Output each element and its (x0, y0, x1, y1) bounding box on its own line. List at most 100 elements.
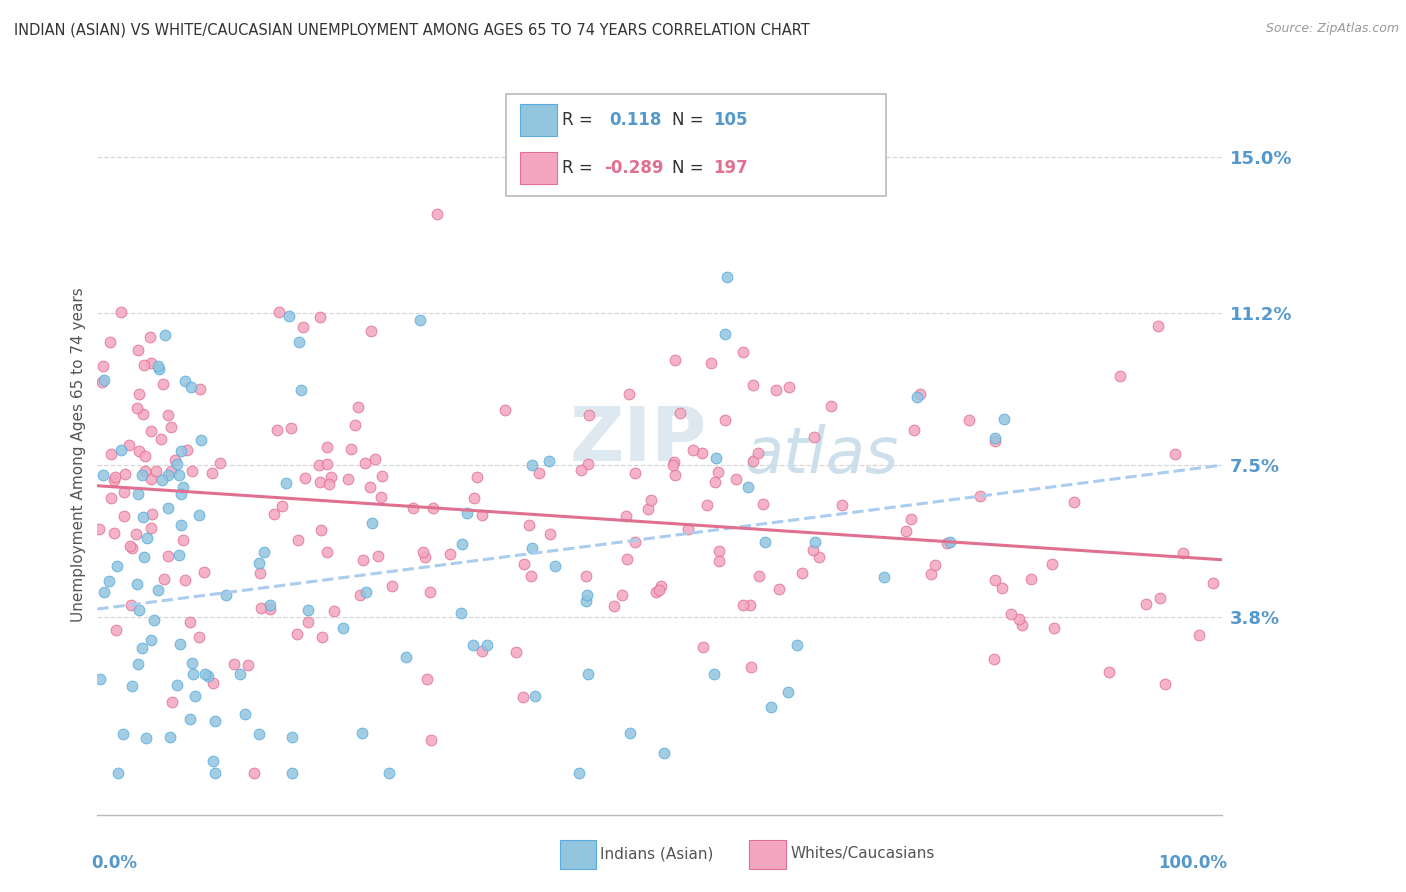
Point (1135, 597, 1157, 611)
Point (263, 507, 285, 521)
Point (413, 549, 436, 564)
Point (209, 456, 232, 470)
Point (145, 464, 167, 478)
Text: INDIAN (ASIAN) VS WHITE/CAUCASIAN UNEMPLOYMENT AMONG AGES 65 TO 74 YEARS CORRELA: INDIAN (ASIAN) VS WHITE/CAUCASIAN UNEMPL… (14, 22, 810, 37)
Point (513, 557, 536, 571)
Text: 100.0%: 100.0% (1159, 855, 1227, 872)
Point (381, 579, 404, 593)
Point (690, 446, 713, 460)
Point (1154, 677, 1177, 691)
Point (703, 475, 725, 489)
Point (247, 727, 270, 741)
Point (776, 685, 799, 699)
Point (172, 479, 194, 493)
Point (315, 457, 337, 471)
Point (576, 667, 599, 681)
Point (361, 516, 384, 531)
Text: -0.289: -0.289 (605, 159, 664, 177)
Point (801, 543, 824, 558)
Point (350, 726, 373, 740)
Point (156, 468, 179, 483)
Point (370, 490, 392, 504)
Point (170, 443, 193, 458)
Point (401, 500, 423, 515)
Point (132, 358, 155, 372)
Point (179, 712, 201, 726)
Point (378, 766, 401, 780)
Point (465, 470, 488, 484)
Point (412, 544, 434, 558)
Point (93, 584, 115, 599)
Point (98, 335, 121, 350)
Point (156, 500, 179, 515)
Point (332, 621, 354, 635)
Point (153, 573, 176, 587)
Text: R =: R = (562, 112, 599, 129)
Point (128, 603, 150, 617)
Point (520, 541, 543, 556)
Point (935, 536, 957, 550)
Point (1171, 545, 1194, 559)
Point (280, 421, 302, 435)
Point (709, 544, 731, 558)
Point (201, 675, 224, 690)
Point (180, 380, 202, 394)
Point (619, 726, 641, 740)
Point (477, 638, 499, 652)
Point (463, 491, 485, 505)
Point (907, 390, 929, 404)
Point (141, 424, 163, 438)
Point (352, 553, 374, 567)
Point (184, 689, 207, 703)
Point (602, 599, 624, 613)
Point (311, 631, 333, 645)
Point (167, 467, 190, 482)
Point (537, 454, 560, 468)
Point (571, 463, 593, 477)
Point (159, 464, 181, 478)
Point (740, 659, 762, 673)
Point (768, 582, 790, 597)
Point (544, 559, 567, 574)
Point (105, 623, 128, 637)
Point (725, 472, 748, 486)
Point (309, 310, 332, 325)
Point (1164, 447, 1187, 461)
Point (347, 400, 370, 414)
Point (118, 438, 141, 452)
Point (803, 430, 825, 444)
Point (519, 568, 541, 582)
Point (110, 305, 132, 319)
Point (340, 442, 363, 457)
Point (188, 508, 211, 522)
Point (652, 746, 675, 760)
Point (624, 467, 647, 481)
Point (343, 418, 366, 433)
Point (132, 407, 155, 421)
Point (364, 451, 387, 466)
Point (93, 373, 115, 387)
Point (900, 511, 922, 525)
Point (572, 158, 595, 172)
Point (1011, 618, 1033, 632)
Point (778, 380, 800, 394)
Point (125, 401, 148, 415)
Point (125, 576, 148, 591)
Point (167, 549, 190, 563)
Point (1042, 621, 1064, 635)
Point (692, 640, 714, 654)
Point (505, 645, 527, 659)
Point (678, 522, 700, 536)
Point (166, 678, 188, 692)
Point (1149, 591, 1171, 606)
Point (650, 578, 672, 592)
Point (568, 766, 591, 780)
Point (91, 359, 114, 373)
Point (422, 500, 444, 515)
Point (187, 630, 209, 644)
Point (575, 588, 598, 602)
Point (277, 309, 299, 323)
Point (197, 669, 219, 683)
Point (169, 518, 191, 533)
Point (520, 458, 543, 472)
